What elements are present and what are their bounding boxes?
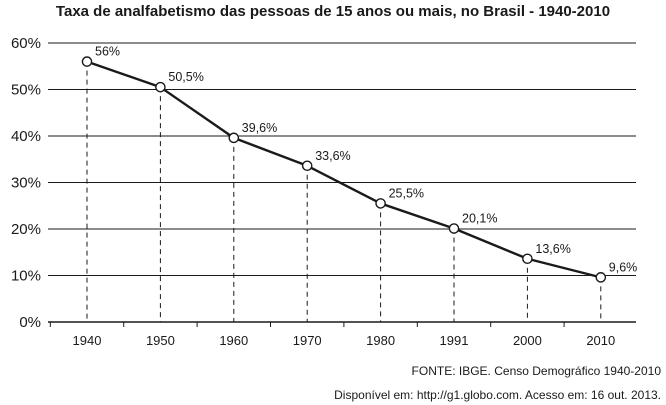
data-label: 56%: [95, 45, 120, 59]
x-tick-label: 1960: [219, 333, 248, 348]
chart-title: Taxa de analfabetismo das pessoas de 15 …: [56, 3, 610, 20]
x-tick-label: 2000: [513, 333, 542, 348]
drop-lines: [86, 61, 602, 322]
data-label: 33,6%: [315, 149, 350, 163]
series-layer: [81, 56, 607, 283]
y-tick-label: 50%: [11, 82, 41, 99]
data-label: 20,1%: [462, 212, 497, 226]
data-point: [81, 56, 93, 67]
data-label: 39,6%: [242, 121, 277, 135]
axes: 0% 10% 20% 30% 40% 50% 60% 1940 1950 1960 1970 1980…: [11, 35, 636, 348]
y-tick-label: 60%: [11, 35, 41, 52]
x-tick-label: 1980: [366, 333, 395, 348]
x-tick-label: 2010: [586, 333, 615, 348]
data-label: 9,6%: [609, 260, 638, 274]
data-point: [595, 272, 607, 283]
y-tick-label: 20%: [11, 221, 41, 238]
y-tick-label: 40%: [11, 128, 41, 145]
y-tick-label: 0%: [19, 314, 41, 331]
data-label: 50,5%: [168, 70, 203, 84]
x-tick-label: 1991: [440, 333, 469, 348]
data-label: 13,6%: [535, 242, 570, 256]
x-tick-label: 1950: [146, 333, 175, 348]
source-line-1: FONTE: IBGE. Censo Demográfico 1940-2010: [412, 364, 662, 378]
x-tick-label: 1970: [293, 333, 322, 348]
data-point: [522, 253, 533, 265]
series-line: [86, 60, 602, 279]
y-tick-label: 30%: [11, 175, 41, 192]
data-point: [155, 81, 166, 93]
data-point: [375, 198, 386, 209]
data-point: [228, 132, 240, 144]
data-point: [448, 223, 460, 234]
source-line-2: Disponível em: http://g1.globo.com. Aces…: [334, 388, 661, 402]
data-label: 25,5%: [389, 186, 424, 200]
data-labels: 56% 50,5% 39,6% 33,6% 25,5% 20,1% 13,6% 9,6%: [95, 45, 637, 275]
data-point: [301, 160, 313, 172]
x-tick-label: 1940: [73, 333, 102, 348]
y-tick-label: 10%: [11, 268, 41, 285]
